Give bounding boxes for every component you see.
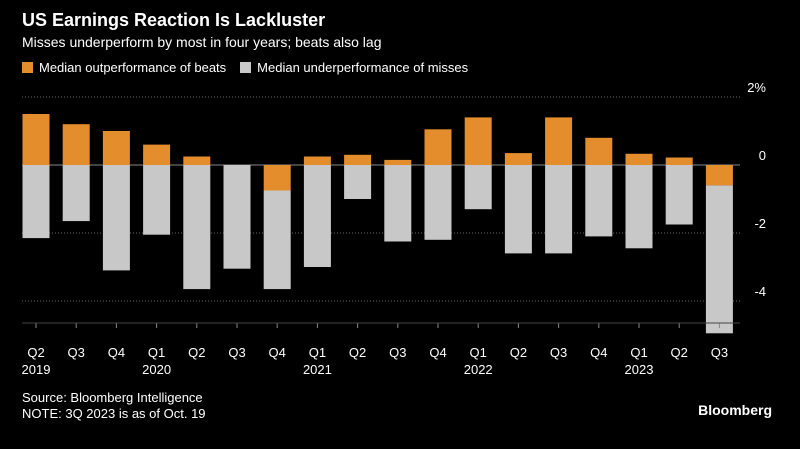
- x-tick-label: Q3: [389, 345, 406, 360]
- x-tick-label: Q4: [590, 345, 607, 360]
- beats-bar: [585, 137, 613, 165]
- legend-swatch-misses: [240, 62, 252, 73]
- beats-bar: [504, 153, 532, 165]
- legend-item-beats: Median outperformance of beats: [22, 60, 226, 75]
- misses-bar: [464, 165, 492, 210]
- beats-bar: [183, 156, 211, 165]
- beats-bar: [384, 159, 412, 165]
- x-tick-label: Q4: [108, 345, 125, 360]
- source-note: Source: Bloomberg Intelligence: [22, 390, 203, 405]
- bloomberg-logo: Bloomberg: [698, 402, 772, 418]
- misses-bar: [183, 165, 211, 290]
- misses-bar: [665, 165, 693, 225]
- x-tick-label: Q4: [429, 345, 446, 360]
- legend: Median outperformance of beats Median un…: [22, 60, 482, 75]
- footer-notes: Source: Bloomberg Intelligence NOTE: 3Q …: [22, 390, 206, 422]
- beats-bar: [143, 144, 171, 165]
- misses-bar: [102, 165, 130, 271]
- misses-bar: [344, 165, 372, 199]
- beats-bar: [424, 129, 452, 165]
- date-note: NOTE: 3Q 2023 is as of Oct. 19: [22, 406, 206, 421]
- legend-label-beats: Median outperformance of beats: [39, 60, 227, 75]
- misses-bar: [424, 165, 452, 240]
- year-label: 2019: [22, 362, 51, 377]
- beats-bar: [102, 131, 130, 165]
- legend-item-misses: Median underperformance of misses: [240, 60, 468, 75]
- misses-bar: [303, 165, 331, 267]
- misses-bar: [545, 165, 573, 254]
- beats-bar: [464, 117, 492, 165]
- legend-swatch-beats: [22, 62, 33, 73]
- x-tick-label: Q1: [630, 345, 647, 360]
- beats-bar: [545, 117, 573, 165]
- x-tick-label: Q2: [188, 345, 205, 360]
- year-label: 2020: [142, 362, 171, 377]
- year-label: 2021: [303, 362, 332, 377]
- misses-bar: [504, 165, 532, 254]
- misses-bar: [625, 165, 653, 249]
- misses-bar: [143, 165, 171, 235]
- x-tick-label: Q3: [228, 345, 245, 360]
- beats-bar: [665, 157, 693, 165]
- legend-label-misses: Median underperformance of misses: [257, 60, 469, 75]
- y-tick-label: -2: [754, 216, 766, 231]
- chart-title: US Earnings Reaction Is Lackluster: [22, 10, 326, 30]
- misses-bar: [62, 165, 90, 222]
- beats-bar: [303, 156, 331, 165]
- misses-bar: [263, 190, 291, 290]
- misses-bar: [705, 185, 733, 334]
- misses-bar: [22, 165, 50, 239]
- beats-bar: [344, 154, 372, 165]
- misses-bar: [223, 165, 251, 269]
- x-tick-label: Q3: [550, 345, 567, 360]
- year-label: 2023: [625, 362, 654, 377]
- beats-bar: [22, 114, 50, 165]
- beats-bar: [705, 165, 733, 186]
- x-tick-label: Q1: [148, 345, 165, 360]
- x-tick-label: Q1: [309, 345, 326, 360]
- x-tick-label: Q2: [671, 345, 688, 360]
- x-tick-label: Q2: [349, 345, 366, 360]
- year-label: 2022: [464, 362, 493, 377]
- misses-bar: [585, 165, 613, 237]
- x-tick-label: Q4: [269, 345, 286, 360]
- y-tick-label: 2%: [747, 80, 766, 95]
- beats-bar: [62, 124, 90, 165]
- y-tick-label: 0: [759, 148, 766, 163]
- x-tick-label: Q2: [27, 345, 44, 360]
- x-tick-label: Q1: [470, 345, 487, 360]
- beats-bar: [625, 153, 653, 165]
- x-tick-label: Q3: [68, 345, 85, 360]
- y-tick-label: -4: [754, 284, 766, 299]
- beats-bar: [263, 165, 291, 191]
- misses-bar: [384, 165, 412, 242]
- chart-subtitle: Misses underperform by most in four year…: [22, 34, 382, 50]
- x-tick-label: Q2: [510, 345, 527, 360]
- x-tick-label: Q3: [711, 345, 728, 360]
